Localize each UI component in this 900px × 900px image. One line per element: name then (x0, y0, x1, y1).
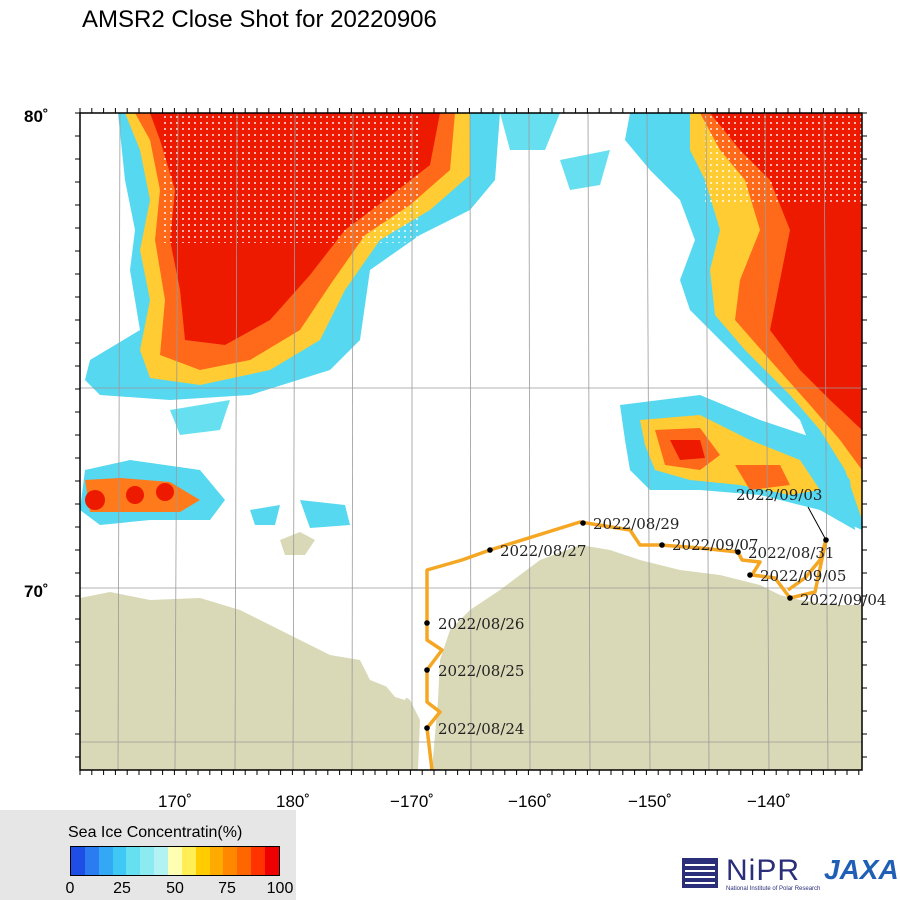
legend-swatch (181, 847, 196, 875)
legend-swatch (112, 847, 127, 875)
graticule (80, 113, 862, 770)
land (80, 532, 862, 770)
waypoint-0826 (424, 620, 430, 626)
label-0907: 2022/09/07 (672, 536, 758, 554)
legend-swatch (265, 847, 279, 875)
label-0827: 2022/08/27 (500, 542, 586, 560)
legend-swatch (209, 847, 224, 875)
legend-tick-50: 50 (166, 880, 184, 897)
legend-swatch (168, 847, 182, 875)
nipr-logo-subtext: National Institute of Polar Research (726, 886, 821, 892)
waypoint-0831 (735, 549, 741, 555)
legend-swatch (71, 847, 85, 875)
map-frame (79, 112, 863, 771)
lon-label-m170: −170˚ (390, 792, 434, 811)
alaska-land (432, 545, 862, 770)
legend-swatch (251, 847, 266, 875)
ship-track (425, 520, 828, 770)
map-title: AMSR2 Close Shot for 20220906 (82, 6, 437, 33)
lon-label-m160: −160˚ (508, 792, 552, 811)
label-0826: 2022/08/26 (438, 615, 524, 633)
label-0831: 2022/08/31 (748, 544, 834, 562)
waypoint-0907 (659, 542, 665, 548)
legend-tick-75: 75 (218, 880, 236, 897)
label-0903: 2022/09/03 (736, 486, 822, 504)
legend-swatch (154, 847, 169, 875)
waypoint-0825 (424, 667, 430, 673)
legend-tick-0: 0 (65, 880, 75, 897)
waypoint-0904 (787, 595, 793, 601)
legend-title: Sea Ice Concentratin(%) (68, 824, 243, 841)
label-0824: 2022/08/24 (438, 720, 524, 738)
jaxa-logo: JAXA (824, 854, 899, 885)
logos: NiPR National Institute of Polar Researc… (682, 852, 899, 892)
lon-label-m150: −150˚ (628, 792, 672, 811)
label-0825: 2022/08/25 (438, 662, 524, 680)
nipr-logo-text: NiPR (726, 854, 801, 887)
waypoint-0827 (487, 547, 493, 553)
lat-label-70: 70˚ (24, 582, 49, 601)
sea-ice-east (250, 113, 862, 530)
wrangel-island (280, 532, 315, 555)
label-0829: 2022/08/29 (593, 515, 679, 533)
colorbar-legend: Sea Ice Concentratin(%) 0 25 50 75 100 (0, 810, 296, 900)
label-0905: 2022/09/05 (760, 567, 846, 585)
legend-swatch (84, 847, 99, 875)
waypoint-0824 (424, 725, 430, 731)
lon-label-m140: −140˚ (747, 792, 791, 811)
legend-colorbar (70, 846, 280, 876)
legend-swatch (140, 847, 155, 875)
nipr-logo-icon (682, 858, 718, 888)
legend-swatch (98, 847, 113, 875)
waypoint-0829 (580, 520, 586, 526)
leader-line-0903 (807, 506, 827, 541)
legend-tick-100: 100 (266, 880, 294, 897)
waypoint-0905 (747, 572, 753, 578)
chukotka-land (80, 592, 420, 770)
legend-swatch (237, 847, 252, 875)
frame-ticks (75, 108, 867, 775)
lon-label-180: 180˚ (276, 792, 310, 811)
label-0904: 2022/09/04 (800, 591, 886, 609)
legend-swatch (195, 847, 210, 875)
lat-label-80: 80˚ (24, 107, 49, 126)
legend-swatch (126, 847, 141, 875)
lon-label-170: 170˚ (158, 792, 192, 811)
legend-swatch (223, 847, 238, 875)
legend-tick-25: 25 (113, 880, 131, 897)
